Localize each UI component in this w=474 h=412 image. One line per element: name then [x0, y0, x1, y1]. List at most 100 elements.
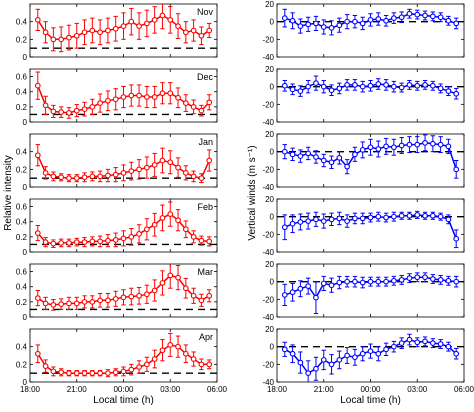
data-point — [320, 24, 327, 30]
axes-frame — [276, 3, 465, 58]
y-tick-label: 0.6 — [16, 268, 28, 277]
data-point — [198, 107, 205, 114]
x-tick-label: 06:00 — [207, 385, 228, 394]
data-point — [328, 87, 335, 94]
y-tick-label: 0.4 — [16, 88, 28, 97]
y-tick-label: -40 — [262, 118, 274, 127]
data-point — [359, 20, 366, 27]
data-point — [398, 142, 405, 149]
data-point — [305, 83, 312, 90]
data-point — [414, 339, 421, 346]
data-point — [73, 32, 80, 39]
data-point — [151, 162, 158, 168]
data-point — [391, 15, 397, 21]
data-point — [383, 143, 389, 150]
y-tick-label: -40 — [262, 183, 274, 192]
y-tick-label: 0.4 — [16, 148, 28, 157]
data-point — [167, 90, 174, 97]
data-point — [182, 350, 189, 357]
data-point — [391, 144, 397, 151]
data-point — [128, 18, 135, 25]
data-point — [97, 29, 103, 36]
data-point — [42, 239, 49, 246]
data-point — [81, 370, 88, 377]
data-point — [398, 277, 405, 283]
data-point — [359, 279, 366, 286]
data-point — [112, 369, 119, 376]
y-tick-label: -40 — [262, 313, 274, 322]
data-point — [305, 283, 312, 289]
y-tick-label: 0.2 — [16, 360, 28, 369]
data-point — [422, 338, 428, 345]
panel-winds-feb: -40 -20 0 20 — [262, 195, 465, 257]
data-point — [190, 356, 197, 362]
data-point — [414, 11, 421, 18]
data-point — [144, 94, 150, 100]
y-tick-label: 20 — [265, 0, 274, 9]
data-point — [66, 110, 72, 116]
data-point — [120, 368, 127, 375]
right-x-axis-label: Local time (h) — [340, 395, 401, 406]
data-point — [320, 280, 327, 287]
data-point — [297, 285, 304, 292]
data-point — [305, 150, 312, 157]
data-point — [81, 29, 88, 36]
data-point — [89, 299, 96, 305]
data-point — [206, 99, 213, 106]
data-point — [437, 341, 444, 347]
panel-intensity-mar: 0 0.2 0.4 0.6 Mar — [16, 263, 218, 322]
data-point — [445, 277, 452, 284]
data-point — [313, 20, 319, 27]
panel-winds-apr: -40 -20 0 20 18:00 21:00 00:00 03:00 06:00 — [262, 325, 474, 394]
data-point — [182, 285, 189, 292]
data-point — [167, 272, 174, 279]
data-point — [367, 278, 374, 285]
x-tick-label: 21:00 — [67, 385, 88, 394]
y-tick-label: -20 — [262, 295, 274, 304]
data-point — [437, 277, 444, 283]
data-point — [445, 17, 452, 24]
data-point — [136, 92, 142, 99]
data-point — [175, 23, 181, 29]
y-tick-label: 0 — [270, 213, 275, 222]
data-point — [34, 230, 41, 236]
data-point — [320, 218, 327, 224]
data-point — [398, 340, 405, 346]
data-point — [289, 86, 296, 93]
data-point — [81, 106, 88, 112]
data-point — [198, 32, 205, 39]
data-point — [50, 240, 57, 247]
data-point — [34, 152, 41, 159]
panel-winds-nov: -40 -20 0 20 — [262, 0, 465, 62]
data-point — [289, 17, 296, 24]
data-point — [328, 282, 335, 289]
data-point — [34, 17, 41, 23]
data-point — [344, 218, 350, 224]
data-point — [58, 109, 65, 116]
data-point — [66, 240, 72, 246]
data-point — [89, 238, 96, 245]
data-point — [336, 215, 343, 222]
data-point — [414, 141, 421, 148]
panel-winds-jan: -40 -20 0 20 — [262, 130, 465, 192]
data-point — [182, 226, 189, 233]
data-point — [190, 173, 197, 180]
data-point — [437, 213, 444, 220]
data-point — [105, 237, 111, 244]
y-tick-label: 0.4 — [16, 343, 28, 352]
data-point — [289, 350, 296, 357]
data-point — [429, 13, 436, 20]
data-point — [105, 97, 111, 104]
data-point — [320, 357, 327, 363]
data-point — [429, 212, 436, 219]
data-point — [66, 370, 72, 377]
data-point — [105, 27, 111, 34]
data-point — [58, 369, 65, 376]
data-point — [344, 163, 350, 170]
data-point — [429, 276, 436, 282]
data-point — [281, 148, 288, 155]
data-point — [151, 221, 158, 228]
y-tick-label: -40 — [262, 248, 274, 257]
left-y-axis-label: Relative intensity — [3, 155, 14, 231]
y-tick-label: 0.2 — [16, 165, 28, 174]
